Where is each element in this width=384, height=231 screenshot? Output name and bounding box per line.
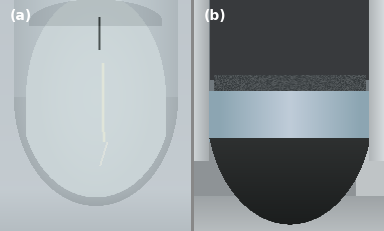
Text: (a): (a): [10, 9, 32, 23]
Text: (b): (b): [204, 9, 226, 23]
